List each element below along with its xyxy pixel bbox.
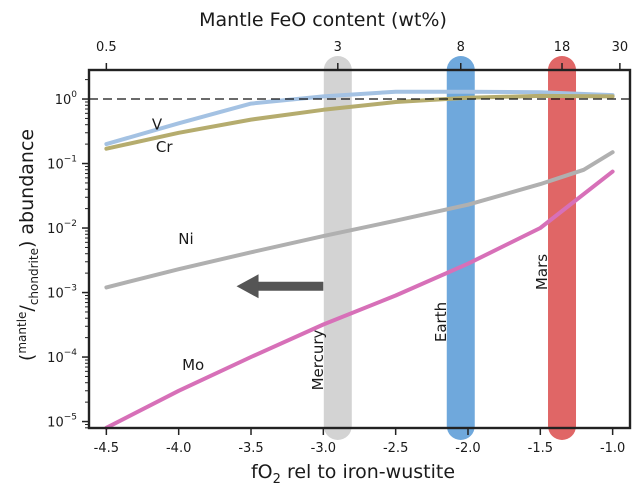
series-line-mo xyxy=(104,169,615,430)
x-tick-label: -4.5 xyxy=(94,441,119,456)
x-axis-title-sub: 2 xyxy=(273,472,281,485)
band-mars xyxy=(548,56,577,440)
x-tick-label: -3.0 xyxy=(311,441,336,456)
series-label-ni: Ni xyxy=(178,230,193,248)
top-tick-label: 0.5 xyxy=(96,40,117,55)
y-tick-label: 10−2 xyxy=(47,219,77,237)
top-axis-ticks: 0.5 3 8 18 30 xyxy=(96,40,628,70)
x-axis-title-main: fO xyxy=(251,461,273,483)
series-line-ni xyxy=(104,150,615,290)
annotation-layer: V Cr Ni Mo xyxy=(89,98,630,374)
x-tick-label: -2.0 xyxy=(455,441,480,456)
series-label-cr: Cr xyxy=(156,138,173,156)
y-axis-title-chondrite: chondrite xyxy=(27,248,41,305)
y-axis-title-close: ) abundance xyxy=(16,129,38,248)
x-tick-label: -1.5 xyxy=(528,441,553,456)
y-tick-label: 10−5 xyxy=(47,413,77,431)
plot-frame xyxy=(87,68,632,430)
series-line-cr xyxy=(104,93,615,151)
arrow-head xyxy=(236,274,259,299)
y-axis-title-mantle: mantle xyxy=(15,312,29,354)
series-layer xyxy=(104,89,615,430)
y-axis-title-slash: / xyxy=(16,305,38,312)
y-axis-ticks: 10−5 10−4 10−3 10−2 10−1 100 xyxy=(47,79,89,431)
series-label-mo: Mo xyxy=(182,356,204,374)
x-tick-label: -1.0 xyxy=(600,441,625,456)
top-axis-title: Mantle FeO content (wt%) xyxy=(199,9,447,31)
x-tick-label: -3.5 xyxy=(238,441,263,456)
x-axis-title-rest: rel to iron-wustite xyxy=(281,461,455,483)
x-tick-label: -2.5 xyxy=(383,441,408,456)
x-tick-label: -4.0 xyxy=(166,441,191,456)
y-axis-title: (mantle/chondrite) abundance xyxy=(15,129,41,361)
y-axis-title-open: ( xyxy=(16,354,38,361)
y-tick-label: 100 xyxy=(55,90,78,108)
band-earth xyxy=(446,56,475,440)
band-label-mars: Mars xyxy=(533,254,551,290)
top-tick-label: 8 xyxy=(457,40,465,55)
series-line-v xyxy=(104,89,615,147)
top-tick-label: 30 xyxy=(612,40,629,55)
top-tick-label: 3 xyxy=(334,40,342,55)
top-tick-label: 18 xyxy=(554,40,571,55)
band-label-mercury: Mercury xyxy=(309,329,327,390)
y-tick-label: 10−1 xyxy=(47,155,77,173)
band-mercury xyxy=(323,56,352,440)
x-axis-title: fO2 rel to iron-wustite xyxy=(251,461,455,485)
y-tick-label: 10−3 xyxy=(47,284,77,302)
band-label-earth: Earth xyxy=(432,302,450,342)
y-tick-label: 10−4 xyxy=(47,348,77,366)
series-label-v: V xyxy=(152,116,163,134)
x-axis-ticks: -4.5 -4.0 -3.5 -3.0 -2.5 -2.0 -1.5 -1.0 xyxy=(94,428,625,456)
bands-layer: Mercury Earth Mars xyxy=(309,56,577,440)
